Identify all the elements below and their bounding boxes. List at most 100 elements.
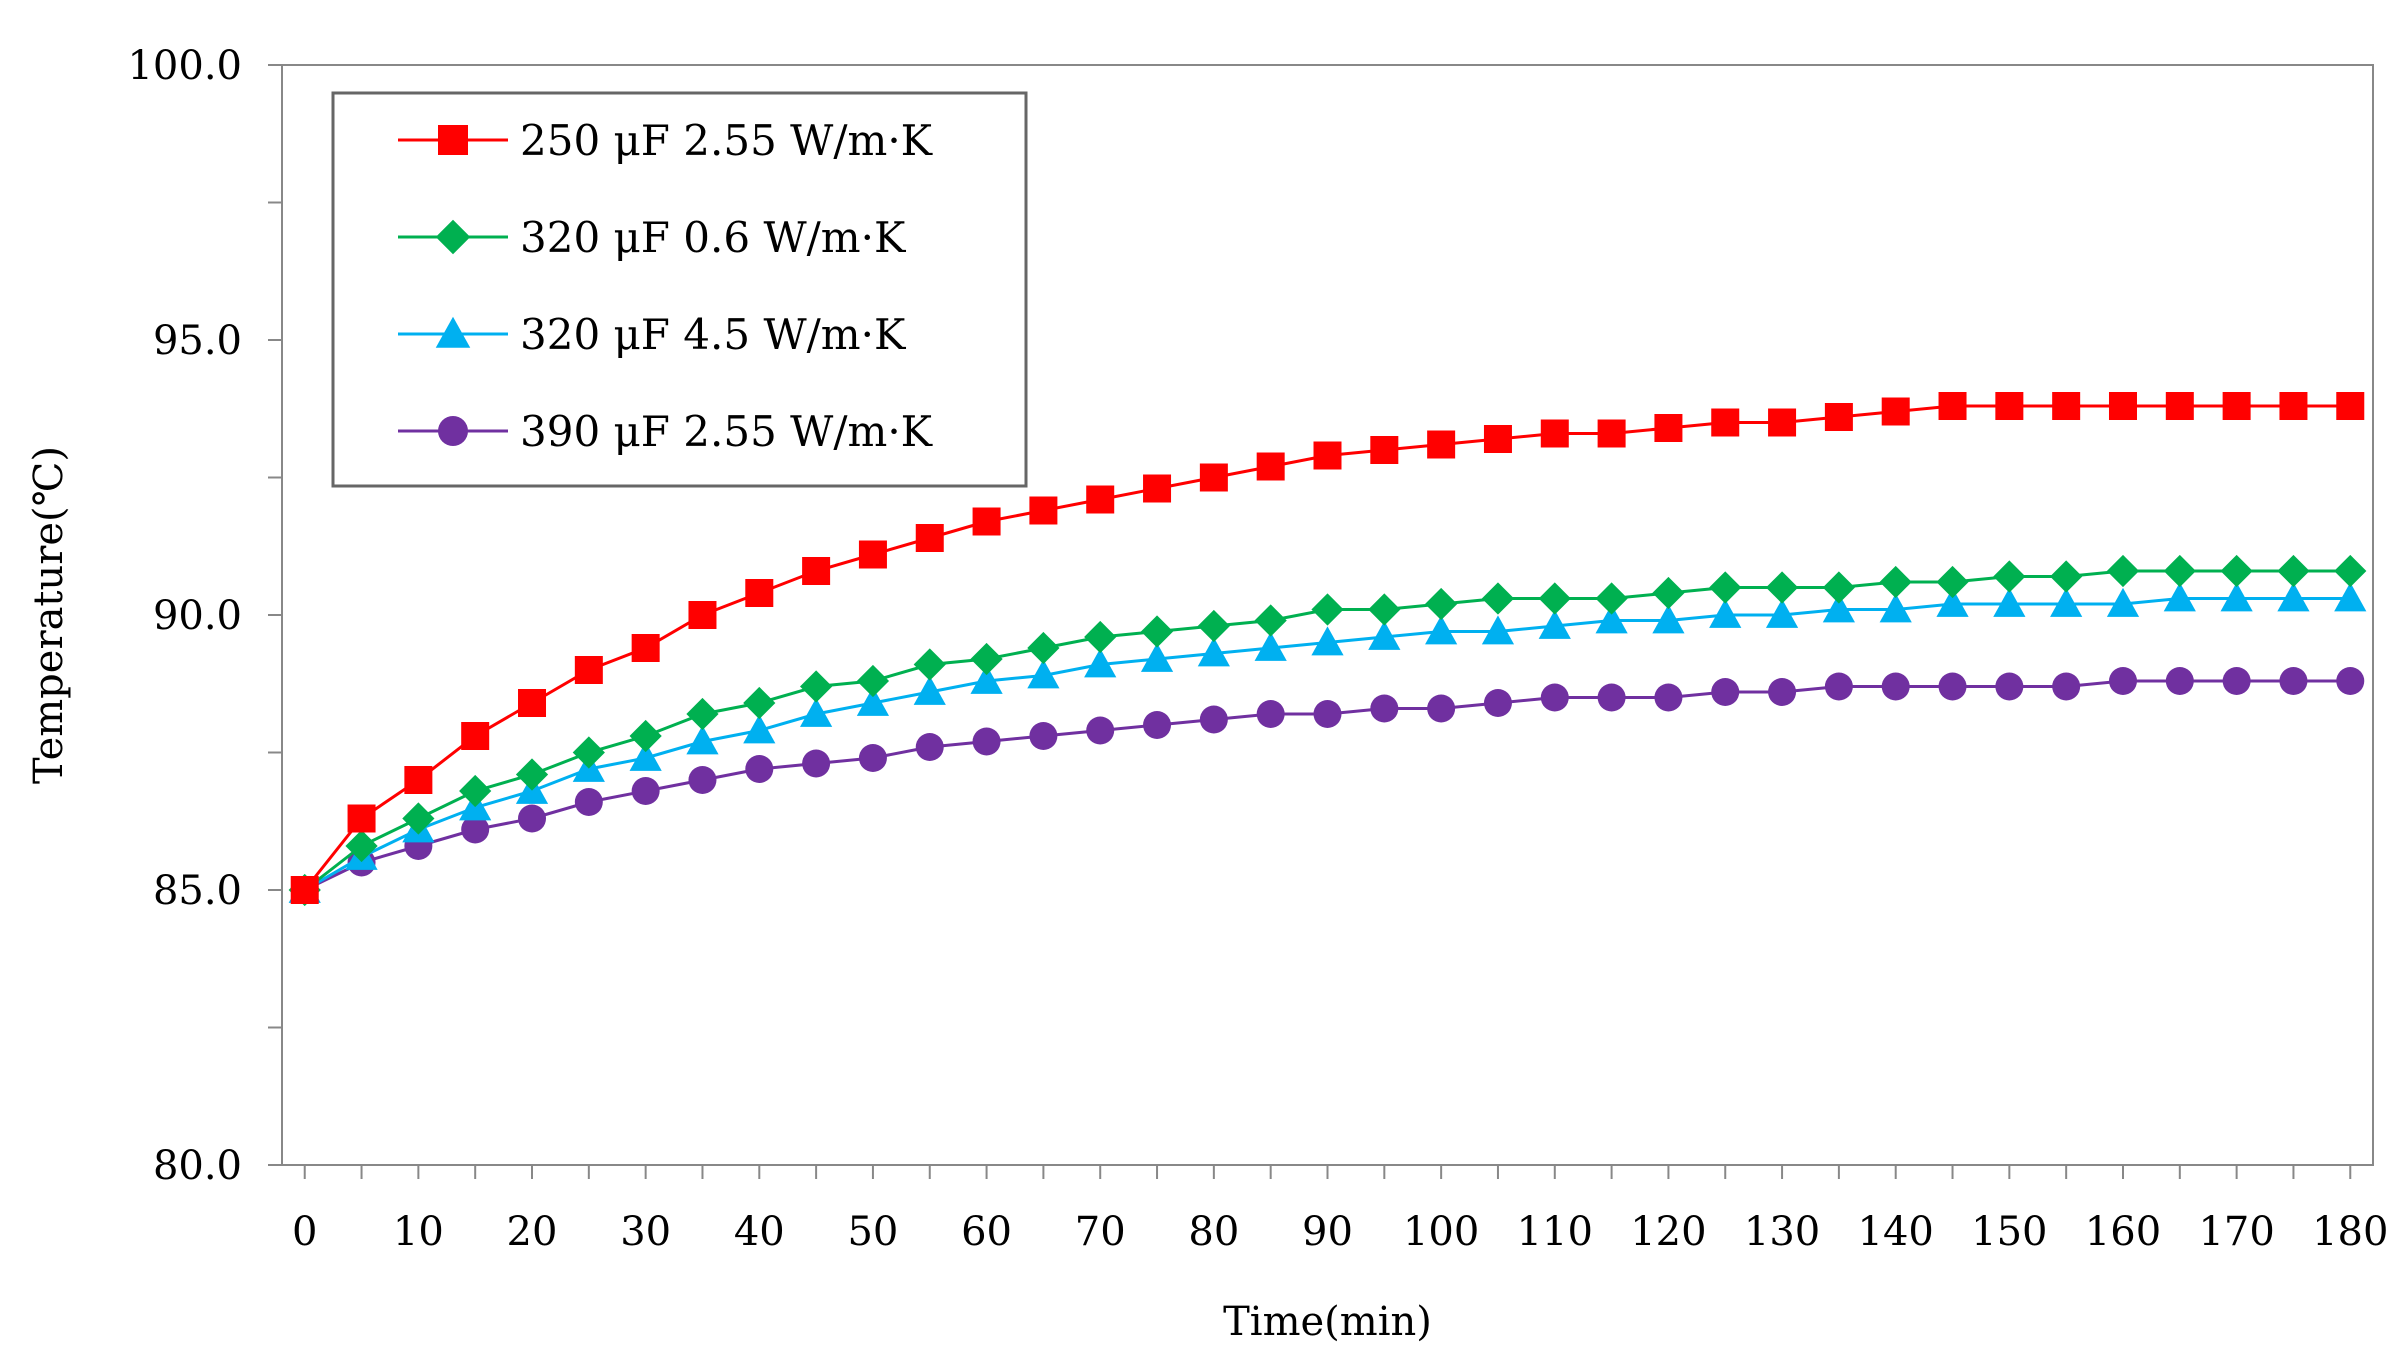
legend-marker <box>435 219 471 255</box>
series-marker <box>1765 571 1799 604</box>
series-marker <box>2222 667 2251 695</box>
series-marker <box>2108 667 2137 695</box>
x-tick-label: 170 <box>2198 1209 2274 1255</box>
series-marker <box>2336 667 2365 695</box>
legend-item-2: 320 μF 0.6 W/m·K <box>398 213 907 262</box>
series-marker <box>743 714 776 744</box>
y-tick-label: 90.0 <box>153 593 242 639</box>
x-tick-label: 30 <box>620 1209 671 1255</box>
series-marker <box>2108 392 2137 420</box>
series-marker <box>515 758 549 791</box>
series-marker <box>461 815 490 844</box>
series-marker <box>574 788 603 816</box>
legend-label: 320 μF 0.6 W/m·K <box>520 213 907 262</box>
series-marker <box>1709 598 1742 628</box>
series-marker <box>2052 672 2081 701</box>
series-marker <box>1197 637 1230 667</box>
series-marker <box>858 744 887 772</box>
x-tick-label: 50 <box>847 1209 898 1255</box>
series-marker <box>1311 626 1344 656</box>
series-marker <box>1881 672 1910 701</box>
series-marker <box>1938 392 1967 420</box>
series-marker <box>518 804 547 833</box>
series-marker <box>688 766 717 794</box>
series-marker <box>1538 582 1571 615</box>
series-marker <box>2336 392 2365 420</box>
series-marker <box>2279 392 2308 420</box>
x-tick-label: 60 <box>961 1209 1012 1255</box>
series-marker <box>1427 430 1456 459</box>
series-marker <box>1879 593 1912 623</box>
series-marker <box>2050 560 2083 593</box>
series-marker <box>1654 414 1683 442</box>
x-tick-label: 20 <box>507 1209 558 1255</box>
series-marker <box>631 634 660 662</box>
series-marker <box>1313 700 1342 728</box>
series-marker <box>1711 678 1740 706</box>
series-marker <box>404 766 433 794</box>
series-marker <box>1822 571 1855 604</box>
x-tick-label: 130 <box>1744 1209 1820 1255</box>
series-marker <box>574 656 603 684</box>
series-marker <box>1140 615 1174 648</box>
series-marker <box>802 749 831 778</box>
series-marker <box>1936 587 1969 617</box>
series-marker <box>2163 582 2196 612</box>
series-marker <box>1654 683 1683 712</box>
series-marker <box>802 557 831 585</box>
series-marker <box>1540 419 1569 448</box>
x-tick-label: 150 <box>1971 1209 2047 1255</box>
series-marker <box>1483 689 1512 717</box>
series-marker <box>1540 683 1569 712</box>
series-marker <box>2279 667 2308 695</box>
series-marker <box>2165 667 2194 695</box>
series-marker <box>518 689 547 717</box>
y-tick-label: 100.0 <box>127 43 242 89</box>
series-marker <box>1995 672 2024 701</box>
x-tick-label: 40 <box>734 1209 785 1255</box>
series-marker <box>1765 598 1799 628</box>
series-marker <box>1199 705 1228 734</box>
series-marker <box>800 697 833 727</box>
legend-item-1: 250 μF 2.55 W/m·K <box>398 116 934 165</box>
series-marker <box>290 876 319 904</box>
series-marker <box>1086 716 1115 745</box>
series-marker <box>1652 604 1685 634</box>
x-tick-label: 0 <box>292 1209 317 1255</box>
series-marker <box>1086 485 1115 514</box>
series-marker <box>686 725 719 755</box>
x-tick-label: 180 <box>2312 1209 2388 1255</box>
series-marker <box>402 802 435 835</box>
series-marker <box>1652 576 1685 610</box>
legend-marker <box>438 416 468 446</box>
series-marker <box>972 507 1001 536</box>
series-marker <box>970 664 1003 694</box>
legend-marker <box>435 316 471 348</box>
series-marker <box>1425 615 1458 645</box>
series-marker <box>856 664 890 698</box>
x-tick-label: 110 <box>1517 1209 1593 1255</box>
series-marker <box>1425 587 1458 621</box>
series-marker <box>1483 425 1512 453</box>
legend: 250 μF 2.55 W/m·K 320 μF 0.6 W/m·K 320 μF … <box>331 91 1028 488</box>
legend-box <box>331 91 1028 488</box>
series-marker <box>1143 474 1172 503</box>
series-marker <box>2165 392 2194 420</box>
series-marker <box>1538 609 1571 639</box>
series-marker <box>800 670 833 703</box>
series-marker <box>2220 554 2253 588</box>
series-marker <box>2277 554 2310 588</box>
series-marker <box>970 642 1003 676</box>
series-marker <box>915 733 944 761</box>
series-marker <box>1140 642 1174 672</box>
series-marker <box>1029 496 1058 525</box>
legend-item-4: 390 μF 2.55 W/m·K <box>398 407 934 456</box>
series-marker <box>2106 554 2140 588</box>
series-marker <box>1993 587 2026 617</box>
series-marker <box>1427 694 1456 723</box>
x-axis-title: Time(min) <box>1223 1299 1432 1345</box>
series-marker <box>629 741 662 771</box>
series-marker <box>2334 554 2367 588</box>
series-marker <box>2220 582 2253 612</box>
